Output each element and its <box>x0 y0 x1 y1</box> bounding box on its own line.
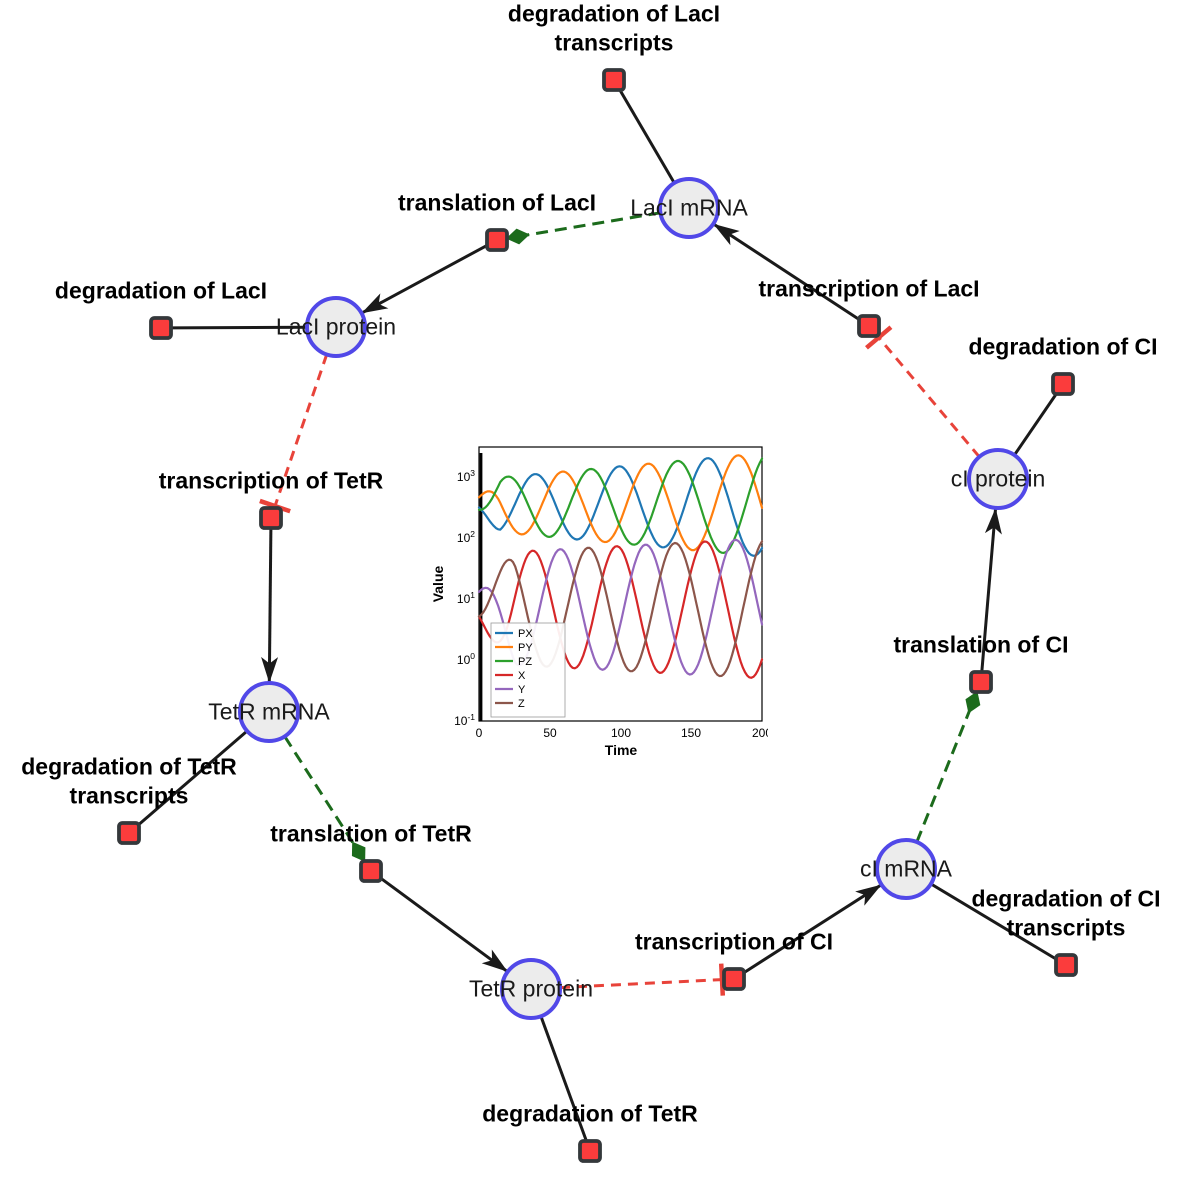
svg-text:PX: PX <box>518 628 533 640</box>
svg-text:150: 150 <box>681 726 701 740</box>
svg-text:103: 103 <box>457 468 475 484</box>
svg-text:Y: Y <box>518 684 526 696</box>
svg-text:100: 100 <box>457 651 475 667</box>
svg-text:Z: Z <box>518 698 525 710</box>
svg-text:Time: Time <box>605 742 638 758</box>
svg-text:50: 50 <box>543 726 557 740</box>
svg-text:200: 200 <box>752 726 768 740</box>
svg-text:PZ: PZ <box>518 656 532 668</box>
svg-text:PY: PY <box>518 642 533 654</box>
svg-text:10-1: 10-1 <box>454 712 475 728</box>
svg-text:X: X <box>518 670 526 682</box>
svg-text:102: 102 <box>457 529 475 545</box>
svg-text:0: 0 <box>476 726 483 740</box>
svg-text:Value: Value <box>430 566 446 603</box>
svg-text:101: 101 <box>457 590 475 606</box>
svg-text:100: 100 <box>611 726 631 740</box>
